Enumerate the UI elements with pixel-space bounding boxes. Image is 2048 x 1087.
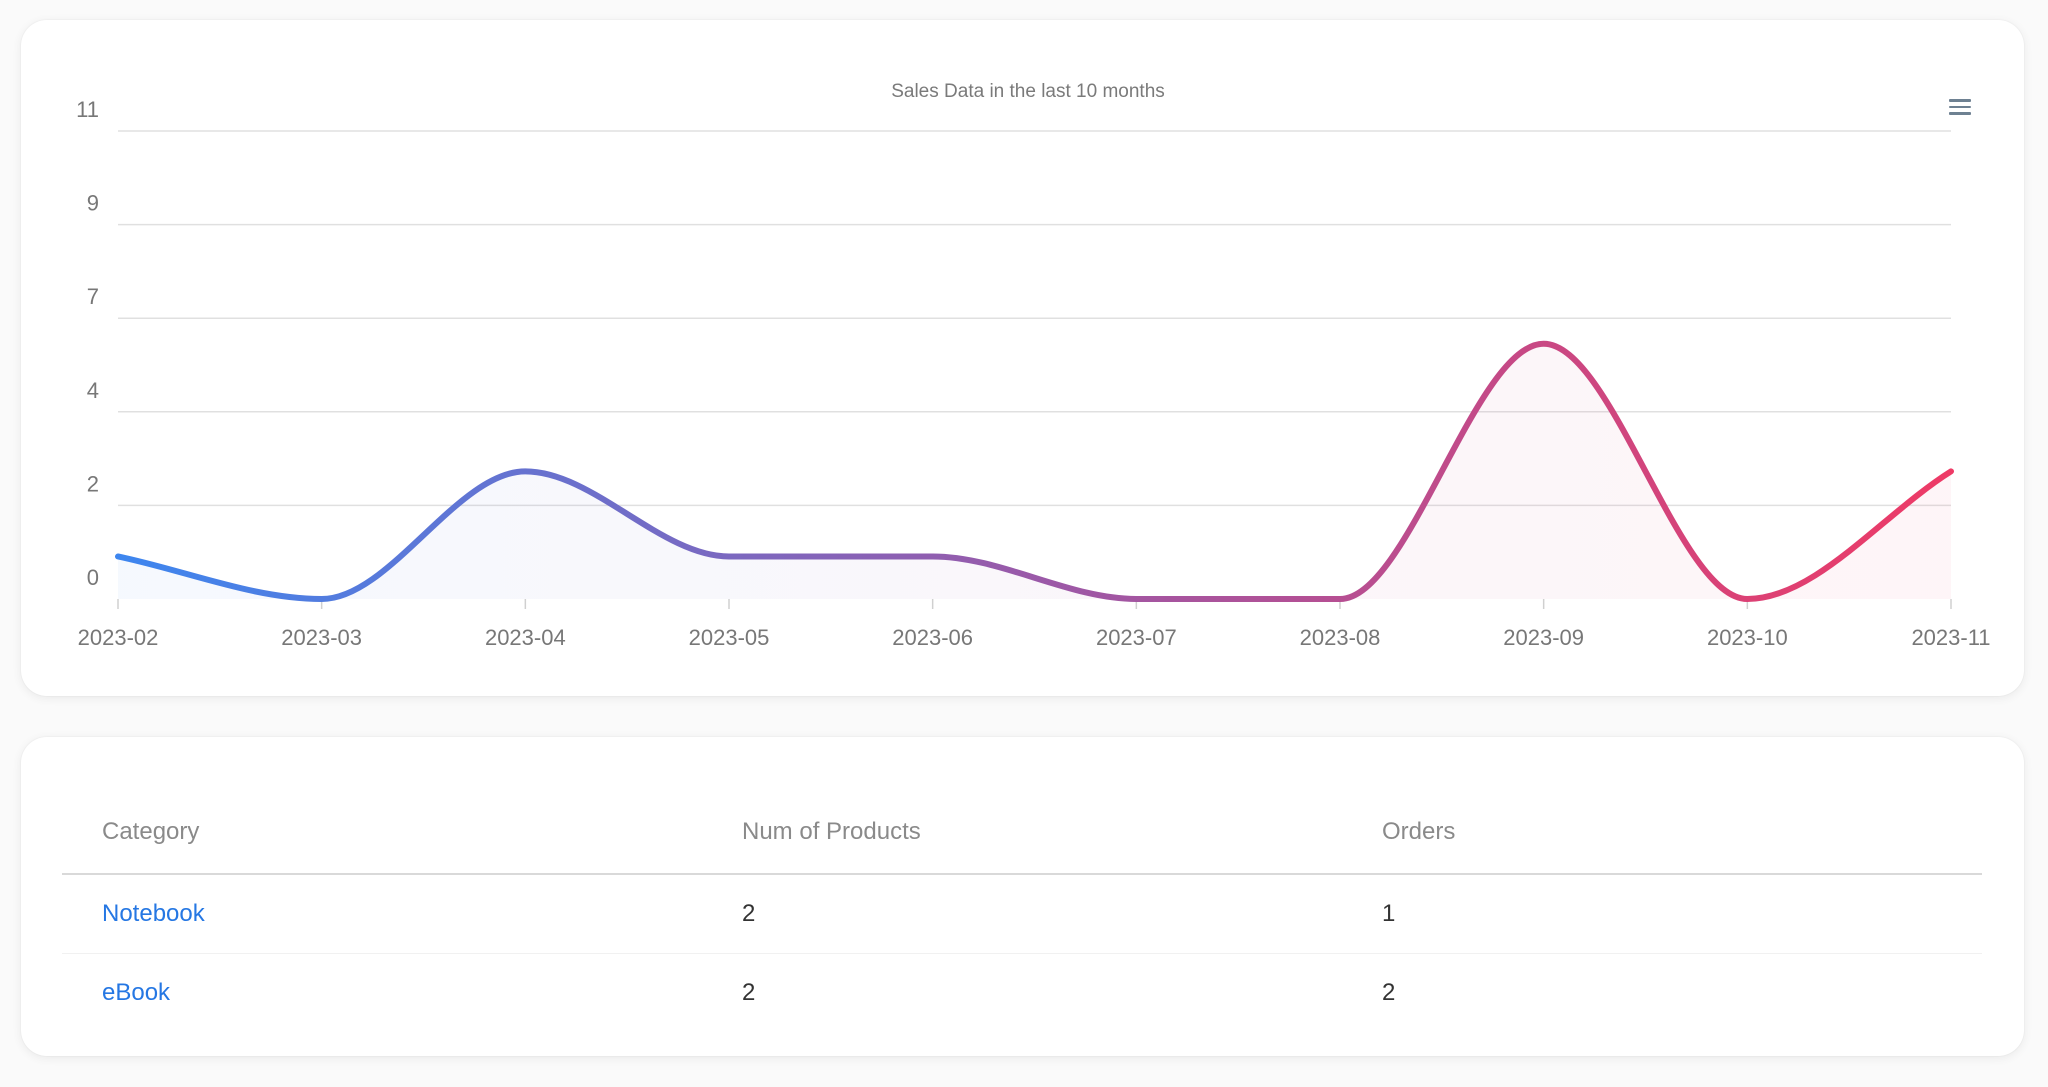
series-area bbox=[118, 343, 1951, 599]
x-tick-label: 2023-05 bbox=[689, 625, 770, 650]
orders-cell: 2 bbox=[1382, 979, 1396, 1006]
y-tick-label: 11 bbox=[76, 97, 99, 122]
category-table-card: Category Num of Products Orders Notebook… bbox=[21, 737, 2024, 1056]
category-link-notebook[interactable]: Notebook bbox=[102, 900, 205, 927]
header-orders: Orders bbox=[1342, 790, 1982, 875]
hamburger-menu-icon[interactable] bbox=[1945, 94, 1975, 120]
x-tick-label: 2023-03 bbox=[281, 625, 362, 650]
y-tick-label: 7 bbox=[87, 284, 99, 309]
y-tick-label: 9 bbox=[87, 191, 99, 216]
num-products-cell: 2 bbox=[702, 874, 1342, 954]
y-tick-label: 0 bbox=[87, 565, 99, 590]
x-tick-label: 2023-07 bbox=[1096, 625, 1177, 650]
table-row: eBook 2 2 bbox=[62, 954, 1982, 1033]
x-tick-label: 2023-10 bbox=[1707, 625, 1788, 650]
category-cell: Notebook bbox=[62, 874, 702, 954]
y-tick-label: 2 bbox=[87, 471, 99, 496]
chart-title: Sales Data in the last 10 months bbox=[891, 81, 1165, 102]
table-row: Notebook 2 1 bbox=[62, 874, 1982, 954]
num-products-cell: 2 bbox=[742, 979, 756, 1006]
x-tick-label: 2023-02 bbox=[78, 625, 159, 650]
header-num-products: Num of Products bbox=[702, 790, 1342, 875]
x-tick-label: 2023-04 bbox=[485, 625, 566, 650]
sales-chart: Sales Data in the last 10 months 0 2 4 7 9 11… bbox=[76, 81, 1990, 650]
table-header-row: Category Num of Products Orders bbox=[62, 790, 1982, 875]
sales-chart-card: Sales Data in the last 10 months 0 2 4 7 9 11… bbox=[21, 20, 2024, 696]
category-table: Category Num of Products Orders Notebook… bbox=[62, 790, 1982, 1032]
y-tick-label: 4 bbox=[87, 378, 99, 403]
header-category: Category bbox=[62, 790, 702, 875]
category-link-ebook[interactable]: eBook bbox=[102, 979, 171, 1006]
x-tick-label: 2023-11 bbox=[1911, 625, 1990, 650]
x-tick-label: 2023-08 bbox=[1300, 625, 1381, 650]
orders-cell: 1 bbox=[1342, 874, 1982, 954]
x-tick-label: 2023-09 bbox=[1503, 625, 1584, 650]
x-tick-label: 2023-06 bbox=[892, 625, 973, 650]
series-line bbox=[115, 340, 1954, 603]
category-cell: eBook bbox=[62, 954, 702, 1033]
